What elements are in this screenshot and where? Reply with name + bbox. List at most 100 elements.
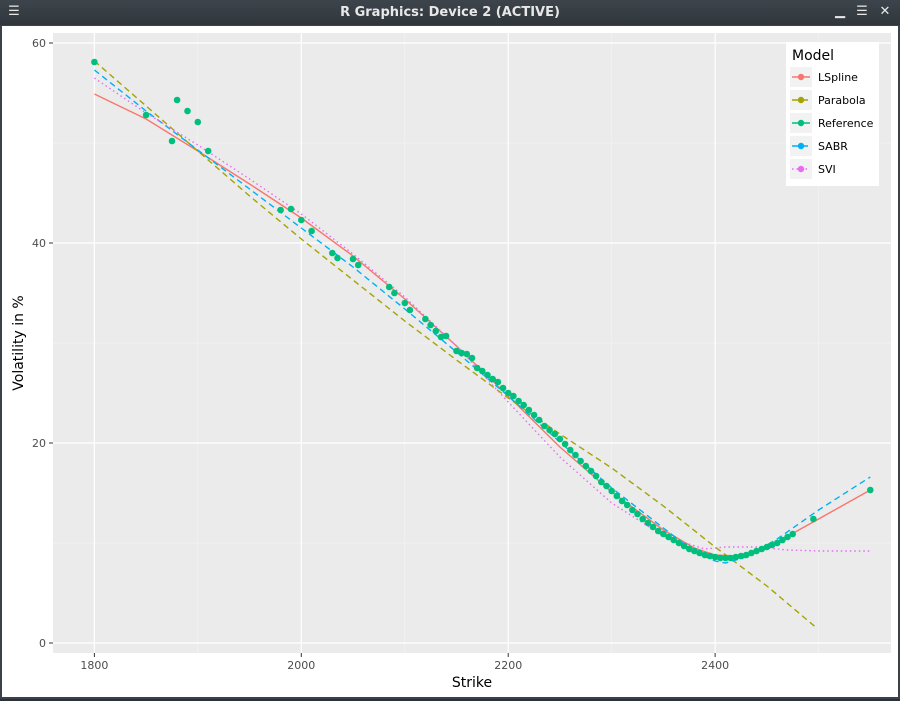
reference-point	[711, 553, 719, 561]
reference-point	[670, 536, 677, 544]
reference-point	[613, 492, 621, 500]
reference-point	[194, 118, 202, 126]
reference-point	[623, 501, 631, 509]
reference-point	[701, 551, 709, 559]
legend-key-point-parabola	[797, 96, 805, 104]
reference-point	[696, 549, 703, 557]
menu-icon[interactable]: ☰	[8, 4, 20, 19]
reference-point	[354, 261, 362, 269]
y-tick-label: 0	[39, 637, 46, 650]
reference-point	[484, 371, 491, 379]
reference-point	[391, 289, 398, 297]
reference-point	[773, 539, 781, 547]
reference-point	[732, 553, 740, 561]
reference-point	[551, 430, 559, 438]
reference-point	[334, 254, 341, 262]
reference-point	[748, 549, 755, 557]
x-tick-label: 1800	[80, 659, 108, 672]
reference-point	[422, 315, 429, 323]
reference-point	[468, 354, 476, 362]
legend-key-point-lspline	[797, 73, 805, 81]
reference-point	[437, 333, 445, 341]
reference-point	[587, 467, 595, 475]
reference-point	[458, 349, 466, 357]
y-tick-label: 40	[32, 237, 46, 250]
reference-point	[742, 551, 750, 559]
reference-point	[385, 283, 393, 291]
reference-point	[717, 554, 724, 562]
reference-point	[308, 227, 315, 235]
reference-point	[567, 446, 574, 454]
reference-point	[561, 440, 569, 448]
reference-point	[427, 321, 434, 329]
axes-layer: 1800 2000 2200 2400 0 20 40 60 Strike Volatility …	[11, 37, 729, 691]
reference-point	[520, 401, 527, 409]
reference-point	[530, 411, 538, 419]
legend-label-reference: Reference	[818, 117, 874, 130]
plot-device: 1800 2000 2200 2400 0 20 40 60 Strike Volatility …	[2, 26, 898, 697]
reference-point	[142, 111, 150, 119]
window-title: R Graphics: Device 2 (ACTIVE)	[340, 5, 560, 20]
reference-point	[753, 547, 760, 555]
reference-point	[432, 327, 440, 335]
x-tick-label: 2400	[701, 659, 729, 672]
reference-point	[499, 384, 507, 392]
reference-point	[504, 389, 512, 397]
reference-point	[91, 58, 98, 66]
y-tick-label: 20	[32, 437, 46, 450]
reference-point	[401, 299, 409, 307]
legend-label-lspline: LSpline	[818, 71, 858, 84]
reference-point	[789, 530, 796, 538]
maximize-icon[interactable]: ☰	[856, 4, 868, 19]
reference-point	[675, 539, 683, 547]
legend-title: Model	[792, 48, 834, 64]
reference-point	[287, 205, 295, 213]
reference-point	[784, 533, 791, 541]
reference-point	[660, 530, 667, 538]
reference-point	[442, 332, 450, 340]
reference-point	[727, 554, 734, 562]
title-bar[interactable]: ☰ R Graphics: Device 2 (ACTIVE) ▁ ☰ ✕	[0, 0, 900, 25]
reference-point	[489, 375, 497, 383]
reference-point	[463, 350, 471, 358]
reference-point	[779, 536, 786, 544]
series-layer	[91, 58, 874, 628]
reference-point	[541, 422, 548, 430]
reference-point	[473, 364, 481, 372]
reference-point	[649, 523, 657, 531]
reference-point	[654, 527, 662, 535]
volatility-chart: 1800 2000 2200 2400 0 20 40 60 Strike Volatility …	[11, 33, 891, 691]
reference-point	[535, 416, 543, 424]
reference-point	[556, 435, 564, 443]
reference-point	[277, 206, 284, 214]
reference-point	[737, 552, 745, 560]
reference-point	[204, 147, 212, 155]
reference-point	[298, 216, 305, 224]
reference-point	[582, 462, 590, 470]
legend-key-point-reference	[797, 119, 805, 127]
reference-point	[665, 533, 672, 541]
reference-point	[691, 547, 698, 555]
plot-panel	[53, 33, 891, 653]
x-tick-label: 2000	[287, 659, 315, 672]
reference-point	[686, 545, 693, 553]
reference-point	[525, 406, 533, 414]
reference-point	[758, 545, 765, 553]
reference-point	[510, 392, 517, 400]
legend-key-point-sabr	[797, 142, 805, 150]
y-tick-label: 60	[32, 37, 46, 50]
reference-point	[680, 542, 688, 550]
reference-point	[618, 497, 626, 505]
reference-point	[173, 96, 181, 104]
reference-point	[810, 515, 817, 523]
reference-point	[722, 554, 729, 562]
legend-label-sabr: SABR	[818, 140, 848, 153]
x-tick-label: 2200	[494, 659, 522, 672]
close-icon[interactable]: ✕	[879, 4, 891, 19]
reference-point	[453, 347, 460, 355]
minimize-icon[interactable]: ▁	[835, 4, 845, 19]
reference-point	[406, 306, 414, 314]
legend-key-point-svi	[797, 165, 805, 173]
legend-label-parabola: Parabola	[818, 94, 866, 107]
